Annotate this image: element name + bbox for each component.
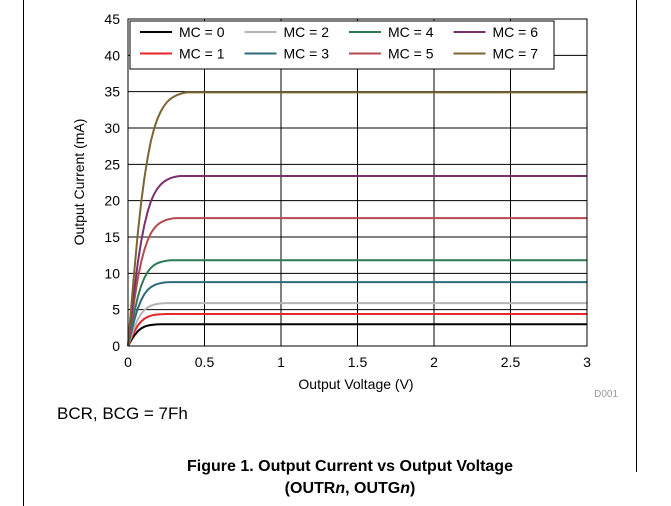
series-line bbox=[127, 259, 587, 347]
frame-right-border bbox=[636, 0, 637, 472]
y-tick-label: 15 bbox=[104, 229, 120, 245]
caption-prefix: (OUTR bbox=[284, 480, 336, 497]
y-tick-label: 10 bbox=[104, 265, 120, 281]
series-line bbox=[127, 323, 587, 347]
y-tick-label: 40 bbox=[104, 47, 120, 63]
series-line bbox=[127, 91, 587, 347]
legend-label: MC = 0 bbox=[179, 24, 225, 40]
series-line bbox=[127, 217, 587, 347]
legend-label: MC = 7 bbox=[493, 46, 539, 62]
series-line bbox=[127, 302, 587, 347]
caption-variable-2: n bbox=[400, 480, 410, 497]
y-tick-label: 45 bbox=[104, 11, 120, 27]
caption-middle: , OUTG bbox=[345, 480, 401, 497]
legend-label: MC = 1 bbox=[179, 46, 225, 62]
bias-condition-text: BCR, BCG = 7Fh bbox=[57, 404, 188, 423]
x-tick-label: 1 bbox=[277, 354, 285, 370]
legend-label: MC = 2 bbox=[284, 24, 330, 40]
x-tick-label: 0.5 bbox=[195, 354, 215, 370]
legend-box bbox=[129, 20, 555, 70]
series-line bbox=[127, 281, 587, 347]
legend-label: MC = 4 bbox=[388, 24, 434, 40]
x-tick-label: 1.5 bbox=[348, 354, 368, 370]
x-axis-label: Output Voltage (V) bbox=[298, 376, 413, 392]
caption-line-1: Figure 1. Output Current vs Output Volta… bbox=[187, 458, 513, 475]
series-line bbox=[127, 313, 587, 347]
y-tick-label: 20 bbox=[104, 193, 120, 209]
x-tick-label: 2.5 bbox=[501, 354, 521, 370]
x-tick-label: 2 bbox=[430, 354, 438, 370]
caption-line-2: (OUTRn, OUTGn) bbox=[110, 478, 590, 500]
x-tick-label: 3 bbox=[583, 354, 591, 370]
figure-caption: Figure 1. Output Current vs Output Volta… bbox=[110, 456, 590, 500]
figure-id-label: D001 bbox=[594, 389, 618, 400]
x-tick-label: 0 bbox=[124, 354, 132, 370]
legend-label: MC = 3 bbox=[284, 46, 330, 62]
y-tick-label: 25 bbox=[104, 156, 120, 172]
legend-label: MC = 6 bbox=[493, 24, 539, 40]
plot-area-border bbox=[127, 18, 588, 347]
frame-left-border bbox=[23, 0, 24, 506]
caption-variable-1: n bbox=[335, 480, 346, 497]
y-tick-label: 35 bbox=[104, 84, 120, 100]
y-tick-label: 0 bbox=[112, 338, 120, 354]
y-tick-label: 30 bbox=[104, 120, 120, 136]
legend-label: MC = 5 bbox=[388, 46, 434, 62]
legend: MC = 0 MC = 1 MC = 2 MC = 3 MC = 4 MC = 5 MC =… bbox=[129, 20, 555, 70]
caption-suffix: ) bbox=[410, 480, 416, 497]
y-tick-label: 5 bbox=[112, 302, 120, 318]
series-line bbox=[127, 175, 587, 347]
y-axis-label: Output Current (mA) bbox=[71, 119, 87, 246]
series-curves bbox=[127, 91, 587, 347]
